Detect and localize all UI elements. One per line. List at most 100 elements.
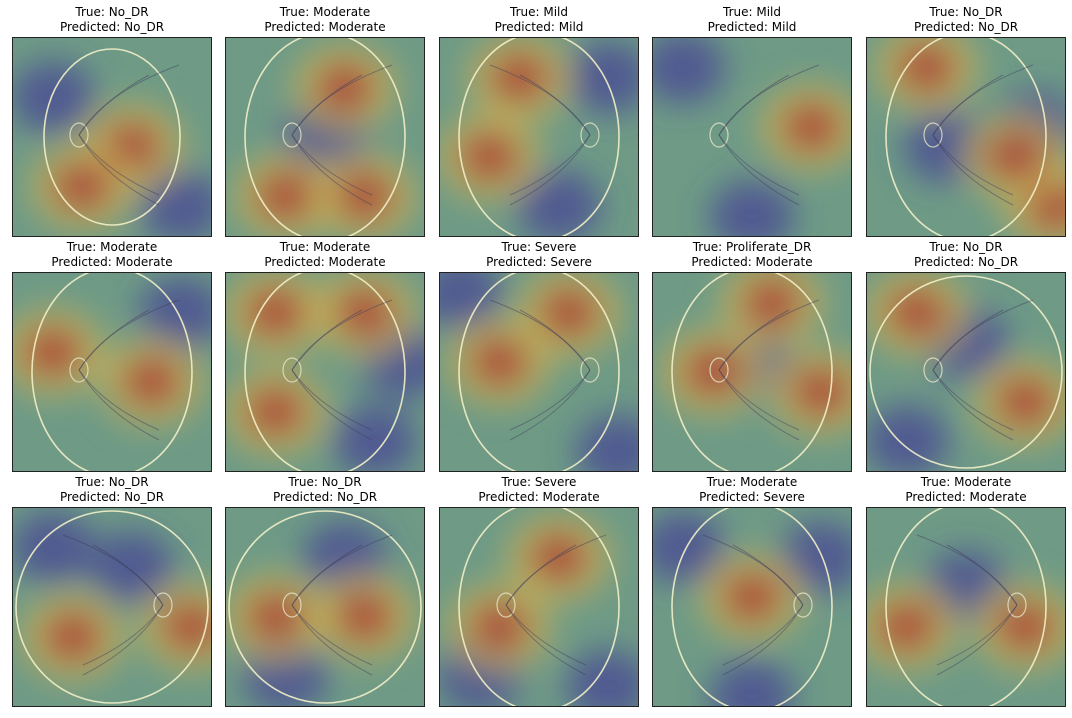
hot-region [781, 101, 842, 154]
blood-vessel [291, 299, 393, 371]
true-label: True: No_DR [929, 5, 1003, 19]
blood-vessel [718, 134, 800, 206]
heatmap-overlay [653, 38, 851, 236]
hot-region [334, 590, 395, 643]
blood-vessel [505, 534, 607, 606]
predicted-label: Predicted: Moderate [264, 20, 386, 34]
heatmap-panel: True: Moderate Predicted: Moderate [225, 235, 425, 472]
true-label: True: No_DR [288, 475, 362, 489]
cool-region [576, 415, 638, 471]
heatmap-overlay [440, 273, 638, 471]
hot-region [985, 130, 1046, 183]
heatmap-panel: True: Moderate Predicted: Moderate [12, 235, 212, 472]
hot-region [334, 170, 395, 223]
fundus-outline [244, 38, 406, 236]
fundus-outline [885, 38, 1047, 236]
blood-vessel [78, 299, 180, 371]
hot-region [896, 41, 957, 94]
gradcam-fundus-image [866, 37, 1066, 237]
cool-region [653, 511, 725, 584]
blood-vessel [732, 544, 804, 606]
true-label: True: Moderate [920, 475, 1012, 489]
hot-region [52, 160, 113, 213]
heatmap-overlay [660, 273, 851, 436]
predicted-label: Predicted: No_DR [272, 490, 378, 504]
optic-disc [153, 592, 173, 618]
cool-region [653, 38, 725, 104]
panel-title: True: Moderate Predicted: Severe [640, 475, 864, 505]
blood-vessel [291, 74, 363, 136]
gradcam-fundus-image [439, 272, 639, 472]
optic-disc [1007, 592, 1027, 618]
optic-disc [709, 357, 729, 383]
fundus-outline [671, 508, 833, 706]
true-label: True: Moderate [66, 240, 158, 254]
true-label: True: Proliferate_DR [692, 240, 812, 254]
optic-disc [282, 592, 302, 618]
optic-disc [69, 122, 89, 148]
optic-disc [282, 122, 302, 148]
blood-vessel [718, 299, 820, 371]
predicted-label: Predicted: Mild [707, 20, 797, 34]
optic-disc [282, 357, 302, 383]
panel-title: True: No_DR Predicted: No_DR [213, 475, 437, 505]
fundus-outline [43, 48, 181, 226]
heatmap-overlay [233, 43, 417, 236]
hot-region [682, 346, 743, 398]
blood-vessel [936, 604, 1018, 676]
blood-vessel [932, 369, 1014, 431]
heatmap-overlay [440, 38, 638, 236]
blood-vessel [509, 369, 591, 431]
cool-region [516, 170, 601, 236]
hot-region [489, 51, 550, 104]
gradcam-fundus-image [866, 507, 1066, 707]
panel-title: True: Moderate Predicted: Moderate [0, 240, 224, 270]
heatmap-overlay [13, 276, 211, 426]
blood-vessel [78, 369, 160, 441]
blood-vessel [519, 309, 591, 371]
predicted-label: Predicted: No_DR [59, 490, 165, 504]
blood-vessel [509, 134, 591, 206]
cool-region [440, 273, 502, 329]
heatmap-panel: True: No_DR Predicted: No_DR [12, 470, 212, 707]
cool-region [710, 180, 794, 236]
blood-vessel [78, 74, 150, 136]
blood-vessel [291, 604, 373, 666]
cool-region [566, 41, 638, 114]
fundus-outline [31, 273, 193, 471]
optic-disc [923, 122, 943, 148]
blood-vessel [82, 604, 164, 676]
blood-vessel [722, 604, 804, 676]
blood-vessel [718, 64, 820, 136]
hot-region [469, 336, 530, 389]
blood-vessel [505, 604, 587, 676]
predicted-label: Predicted: Moderate [264, 255, 386, 269]
gradcam-fundus-image [439, 507, 639, 707]
hot-region [995, 375, 1056, 428]
cool-region [13, 61, 95, 134]
hot-region [722, 571, 782, 624]
panel-title: True: No_DR Predicted: No_DR [854, 5, 1072, 35]
heatmap-overlay [13, 61, 211, 236]
predicted-label: Predicted: Moderate [905, 490, 1027, 504]
true-label: True: Moderate [279, 240, 371, 254]
blood-vessel [78, 309, 150, 371]
blood-vessel [916, 534, 1018, 606]
optic-disc [580, 357, 600, 383]
gradcam-fundus-image [652, 272, 852, 472]
blood-vessel [291, 534, 393, 606]
blood-vessel [291, 64, 393, 136]
gradcam-fundus-image [12, 507, 212, 707]
hot-region [255, 170, 316, 223]
blood-vessel [718, 369, 800, 441]
heatmap-overlay [13, 511, 211, 681]
heatmap-overlay [653, 511, 851, 706]
fundus-outline [709, 64, 820, 206]
optic-disc [923, 357, 943, 383]
gradcam-fundus-image [12, 37, 212, 237]
blood-vessel [932, 299, 1034, 371]
true-label: True: Moderate [279, 5, 371, 19]
blood-vessel [946, 544, 1018, 606]
predicted-label: Predicted: Moderate [691, 255, 813, 269]
blood-vessel [932, 309, 1004, 371]
